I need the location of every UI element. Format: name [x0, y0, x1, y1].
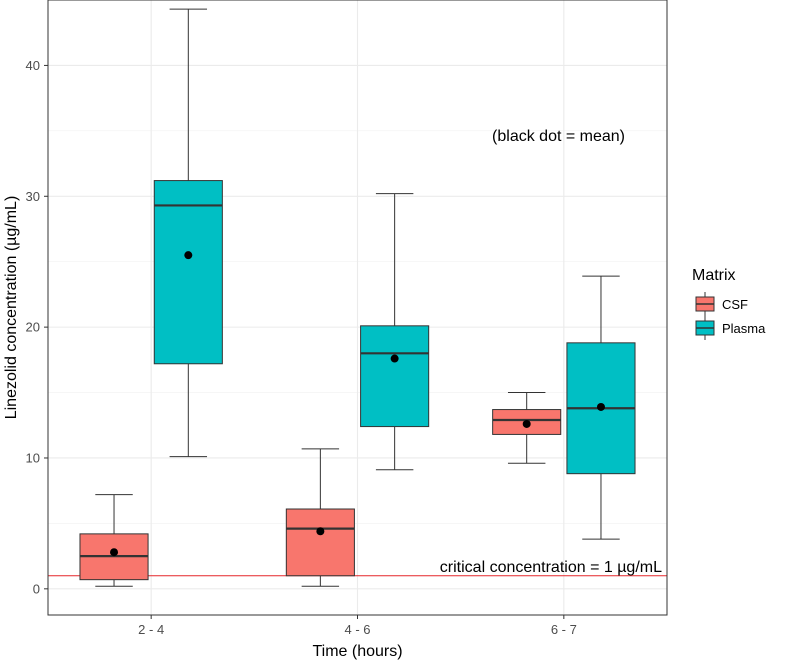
y-tick-label: 10	[26, 450, 40, 465]
iqr-box	[360, 325, 430, 428]
mean-point	[390, 354, 399, 363]
mean-point	[596, 402, 605, 411]
legend-label: Plasma	[722, 321, 766, 336]
box-csf-1	[285, 448, 355, 587]
legend-title: Matrix	[692, 267, 736, 284]
legend-entries: CSF Plasma	[695, 292, 766, 340]
legend-entry-plasma: Plasma	[695, 316, 766, 340]
box-plasma-1	[360, 193, 430, 471]
x-tick-label: 6 - 7	[551, 622, 577, 637]
annotation-mean-note: (black dot = mean)	[492, 128, 625, 145]
y-tick-label: 20	[26, 320, 40, 335]
x-tick-label: 4 - 6	[344, 622, 370, 637]
iqr-box	[285, 508, 355, 577]
x-tick-label: 2 - 4	[138, 622, 164, 637]
mean-point	[110, 548, 119, 557]
box-plasma-2	[566, 275, 636, 540]
legend-label: CSF	[722, 297, 748, 312]
box-csf-2	[492, 392, 562, 464]
axis-layer: 0 10 20 30 40 2 - 4 4 - 6 6 - 7	[26, 58, 577, 637]
legend-entry-csf: CSF	[695, 292, 748, 316]
y-tick-label: 0	[33, 581, 40, 596]
legend: Matrix CSF Plasma	[692, 267, 766, 340]
mean-point	[184, 251, 193, 260]
annotation-critical-concentration: critical concentration = 1 µg/mL	[440, 559, 662, 576]
mean-point	[522, 419, 531, 428]
mean-point	[316, 527, 325, 536]
box-plasma-0	[153, 8, 223, 458]
y-axis-title: Linezolid concentration (µg/mL)	[3, 196, 20, 420]
y-tick-label: 40	[26, 58, 40, 73]
box-layer	[79, 8, 636, 587]
grid-layer	[48, 0, 667, 615]
y-tick-label: 30	[26, 189, 40, 204]
x-axis-title: Time (hours)	[312, 643, 402, 660]
iqr-box	[153, 180, 223, 365]
box-csf-0	[79, 494, 149, 587]
